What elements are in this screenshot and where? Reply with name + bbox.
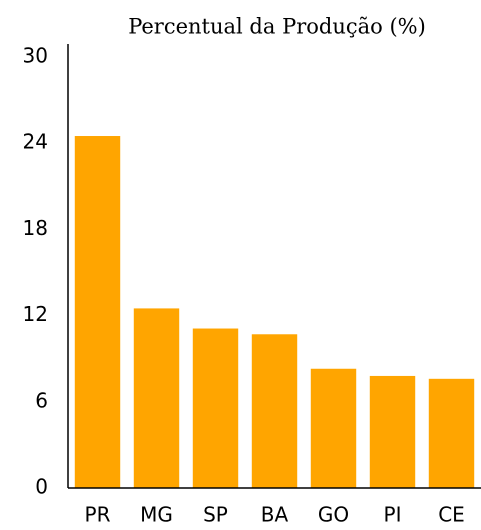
x-tick-label: PR — [85, 503, 111, 527]
x-tick-label: PI — [384, 503, 402, 527]
x-tick-label: BA — [261, 503, 289, 527]
x-tick-label: GO — [318, 503, 349, 527]
y-tick-label: 18 — [23, 216, 48, 240]
y-tick-label: 6 — [35, 388, 48, 412]
x-tick-label: CE — [438, 503, 465, 527]
bar — [251, 334, 298, 488]
bar — [192, 328, 239, 488]
bar — [133, 308, 180, 488]
bar — [428, 378, 475, 488]
bar — [369, 375, 416, 488]
y-tick-label: 12 — [23, 302, 48, 326]
y-tick-label: 30 — [23, 44, 48, 68]
x-tick-label: SP — [203, 503, 228, 527]
y-tick-label: 0 — [35, 475, 48, 499]
y-tick-label: 24 — [23, 130, 48, 154]
bar — [310, 368, 357, 488]
bar — [74, 136, 121, 488]
x-tick-label: MG — [140, 503, 173, 527]
chart-title: Percentual da Produção (%) — [128, 15, 426, 39]
